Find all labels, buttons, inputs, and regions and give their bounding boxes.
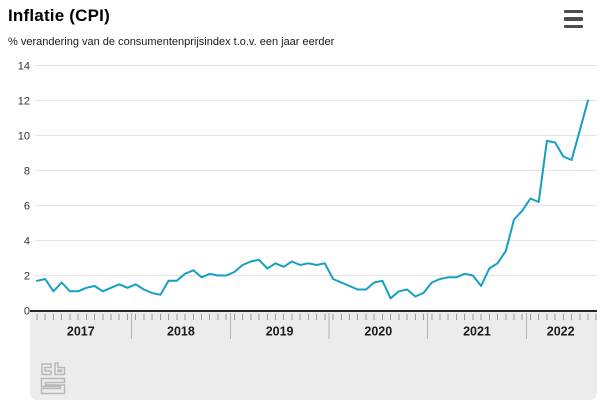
y-axis-tick-label: 0 — [24, 306, 30, 318]
y-axis-tick-label: 6 — [24, 201, 30, 213]
y-axis-tick-label: 14 — [18, 61, 30, 73]
y-axis-tick-label: 4 — [24, 236, 30, 248]
y-axis-tick-label: 2 — [24, 271, 30, 283]
x-axis-year-label: 2018 — [167, 325, 195, 339]
x-axis-year-label: 2022 — [547, 325, 575, 339]
cbs-logo-c — [41, 363, 52, 376]
cbs-logo — [40, 362, 66, 395]
inflation-line-series[interactable] — [36, 99, 589, 300]
chart-title: Inflatie (CPI) — [8, 6, 110, 25]
hamburger-icon — [564, 10, 583, 14]
chart-subtitle: % verandering van de consumentenprijsind… — [8, 36, 335, 48]
chart-menu-button[interactable] — [564, 10, 584, 28]
hamburger-icon — [564, 24, 583, 28]
x-axis-year-label: 2020 — [364, 325, 392, 339]
x-axis-year-label: 2017 — [67, 325, 95, 339]
x-axis-panel — [30, 310, 597, 400]
y-axis-tick-label: 12 — [18, 96, 30, 108]
cbs-logo-b-counter — [57, 369, 63, 373]
x-axis-year-label: 2021 — [463, 325, 491, 339]
x-axis-year-label: 2019 — [266, 325, 294, 339]
cbs-logo-s — [40, 377, 66, 395]
y-axis-tick-label: 8 — [24, 166, 30, 178]
cbs-logo-b — [54, 362, 66, 376]
hamburger-icon — [564, 17, 583, 21]
y-axis-tick-label: 10 — [18, 131, 30, 143]
